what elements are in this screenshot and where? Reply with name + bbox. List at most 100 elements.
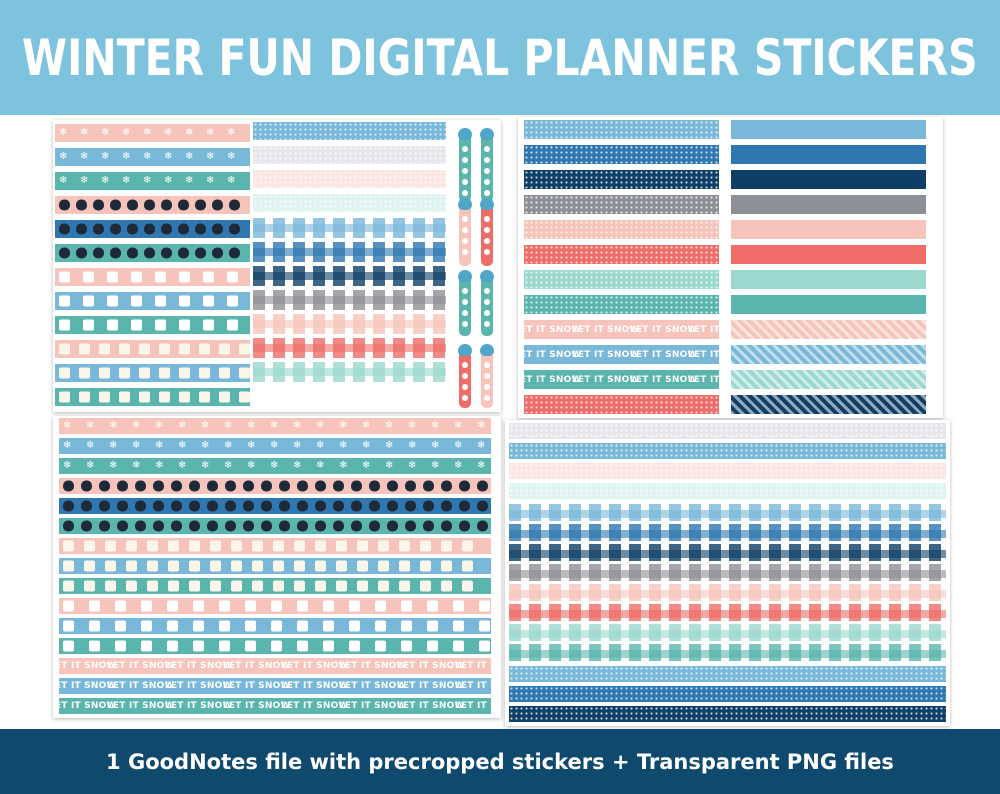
snowflake-icon: ❄ (385, 460, 394, 471)
snowflake-icon: ❄ (122, 175, 131, 186)
heart-icon (484, 395, 490, 401)
penguin-icon (333, 480, 344, 492)
snowflake-icon: ❄ (477, 420, 486, 431)
plaid-washi-strip (253, 314, 446, 334)
marshmallow-icon (399, 540, 410, 552)
marshmallow-icon (119, 343, 130, 355)
plaid-washi-strip (509, 564, 946, 581)
hot-cocoa-mug-icon (115, 640, 126, 652)
marshmallow-icon (239, 343, 250, 355)
snowflake-icon: ❄ (454, 420, 463, 431)
penguin-icon (171, 500, 182, 512)
marshmallow-icon (63, 580, 74, 592)
icon-washi-strip (59, 558, 491, 574)
snowflake-icon: ❄ (293, 460, 302, 471)
hot-cocoa-mug-icon (167, 600, 178, 612)
hot-cocoa-mug-icon (453, 620, 464, 632)
hot-cocoa-mug-icon (323, 640, 334, 652)
marshmallow-icon (252, 540, 263, 552)
penguin-icon (76, 199, 87, 211)
marshmallow-icon (294, 540, 305, 552)
hot-cocoa-mug-icon (245, 600, 256, 612)
penguin-icon (127, 223, 138, 235)
plaid-washi-strip (253, 338, 446, 358)
penguin-icon (161, 223, 172, 235)
dotted-washi-strip (253, 194, 446, 212)
plaid-washi-strip (509, 604, 946, 621)
marshmallow-icon (99, 367, 110, 379)
hot-cocoa-mug-icon (203, 295, 214, 307)
snowflake-icon: ❄ (86, 420, 95, 431)
snowflake-icon: ❄ (201, 460, 210, 471)
penguin-icon (333, 520, 344, 532)
penguin-icon (243, 500, 254, 512)
marshmallow-icon (79, 343, 90, 355)
hot-cocoa-mug-icon (179, 319, 190, 331)
penguin-icon (195, 199, 206, 211)
solid-washi-strip (731, 295, 926, 314)
heart-icon (462, 238, 468, 244)
marshmallow-icon (159, 343, 170, 355)
hot-cocoa-mug-icon (83, 295, 94, 307)
snowflake-icon: ❄ (185, 175, 194, 186)
penguin-icon (315, 500, 326, 512)
let-it-snow-text: LET IT SNOW (107, 681, 175, 691)
snowflake-icon: ❄ (143, 175, 152, 186)
penguin-icon (279, 520, 290, 532)
marshmallow-icon (420, 540, 431, 552)
hot-cocoa-mug-icon (245, 620, 256, 632)
penguin-icon (225, 480, 236, 492)
marshmallow-icon (252, 560, 263, 572)
penguin-icon (207, 480, 218, 492)
icon-washi-strip: ❄ ❄ ❄ ❄ ❄ ❄ ❄ ❄ ❄ (55, 124, 250, 142)
penguin-icon (369, 500, 380, 512)
hot-cocoa-mug-icon (297, 640, 308, 652)
penguin-icon (93, 223, 104, 235)
marshmallow-icon (462, 560, 473, 572)
snowflake-icon: ❄ (143, 127, 152, 138)
snowflake-icon: ❄ (63, 440, 72, 451)
penguin-icon (59, 247, 70, 259)
penguin-icon (423, 520, 434, 532)
heart-icon (484, 179, 490, 185)
hot-cocoa-mug-icon (479, 620, 490, 632)
footer-banner: 1 GoodNotes file with precropped sticker… (0, 729, 1000, 794)
hot-cocoa-mug-icon (155, 319, 166, 331)
snowflake-icon: ❄ (80, 151, 89, 162)
hot-cocoa-mug-icon (155, 295, 166, 307)
penguin-icon (178, 223, 189, 235)
penguin-icon (459, 520, 470, 532)
solid-washi-strip (731, 245, 926, 264)
let-it-snow-text: LET IT SNOW (524, 324, 582, 335)
penguin-icon (171, 480, 182, 492)
hot-cocoa-mug-icon (271, 620, 282, 632)
snowflake-icon: ❄ (206, 175, 215, 186)
heart-icon (484, 373, 490, 379)
marshmallow-icon (357, 580, 368, 592)
penguin-icon (333, 500, 344, 512)
dotted-washi-strip (524, 270, 719, 289)
penguin-icon (279, 480, 290, 492)
hot-cocoa-mug-icon (107, 295, 118, 307)
marshmallow-icon (159, 391, 170, 403)
marshmallow-icon (378, 580, 389, 592)
dotted-washi-strip (509, 483, 946, 499)
snowflake-icon: ❄ (63, 420, 72, 431)
marshmallow-icon (79, 367, 90, 379)
hot-cocoa-mug-icon (131, 295, 142, 307)
penguin-icon (297, 500, 308, 512)
let-it-snow-text: LET IT SNOW (59, 681, 117, 691)
heart-icon (462, 384, 468, 390)
marshmallow-icon (252, 580, 263, 592)
let-it-snow-text: LET IT SNOW (281, 681, 349, 691)
hot-cocoa-mug-icon (141, 620, 152, 632)
owl-bird-icon (480, 128, 494, 140)
penguin-icon (135, 480, 146, 492)
heart-icon (462, 362, 468, 368)
penguin-icon (76, 247, 87, 259)
snowflake-icon: ❄ (477, 440, 486, 451)
let-it-snow-text: LET IT SNOW (455, 681, 491, 691)
striped-washi-strip (731, 395, 926, 414)
